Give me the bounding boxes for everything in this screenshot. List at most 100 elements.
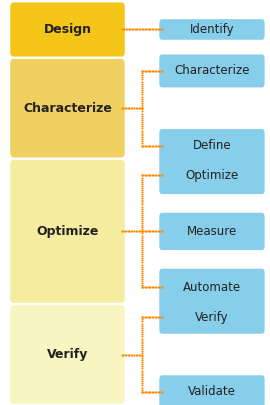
Point xyxy=(140,76,144,83)
Point xyxy=(140,261,144,268)
Point xyxy=(140,348,144,354)
Point xyxy=(145,284,150,290)
Point xyxy=(138,351,142,358)
Point xyxy=(140,83,144,89)
FancyBboxPatch shape xyxy=(159,375,265,405)
Point xyxy=(140,339,144,346)
Point xyxy=(140,344,144,350)
Point xyxy=(140,284,144,290)
Point xyxy=(158,172,163,179)
Point xyxy=(140,245,144,251)
Point xyxy=(144,228,148,234)
Point xyxy=(140,257,144,264)
Point xyxy=(140,350,144,357)
Point xyxy=(151,314,156,320)
Point xyxy=(140,110,144,117)
Point xyxy=(140,386,144,393)
Point xyxy=(140,316,144,323)
Point xyxy=(140,222,144,228)
Point xyxy=(144,26,148,33)
Point xyxy=(140,280,144,286)
FancyBboxPatch shape xyxy=(159,301,265,334)
Point xyxy=(143,388,147,395)
Point xyxy=(140,320,144,327)
Point xyxy=(132,26,137,33)
Point xyxy=(147,314,151,320)
Point xyxy=(145,314,150,320)
Point xyxy=(140,239,144,245)
Point xyxy=(140,325,144,331)
Point xyxy=(143,68,147,74)
Point xyxy=(121,26,125,33)
Point xyxy=(140,226,144,232)
Point xyxy=(151,388,156,395)
Point xyxy=(131,26,135,33)
Point xyxy=(141,314,145,320)
Point xyxy=(158,26,163,33)
Point xyxy=(132,351,136,358)
Point xyxy=(156,388,160,395)
Point xyxy=(158,388,163,395)
Point xyxy=(133,105,138,111)
Point xyxy=(140,185,144,191)
Point xyxy=(143,228,147,234)
Text: Optimize: Optimize xyxy=(185,169,239,182)
Point xyxy=(140,382,144,389)
Point xyxy=(140,121,144,128)
Point xyxy=(145,142,150,149)
Point xyxy=(140,322,144,329)
Point xyxy=(153,388,157,395)
Point xyxy=(140,91,144,98)
Text: Validate: Validate xyxy=(188,385,236,399)
Point xyxy=(158,228,163,234)
Point xyxy=(140,388,144,395)
Point xyxy=(140,241,144,247)
Point xyxy=(134,26,138,33)
Text: Define: Define xyxy=(193,139,231,152)
Point xyxy=(140,253,144,260)
Point xyxy=(148,284,153,290)
Point xyxy=(140,342,144,348)
Point xyxy=(144,388,148,395)
Point xyxy=(145,388,150,395)
Point xyxy=(138,26,143,33)
Point xyxy=(140,68,144,74)
Point xyxy=(140,191,144,197)
Point xyxy=(140,207,144,214)
Point xyxy=(119,351,124,358)
Point xyxy=(148,388,153,395)
Point xyxy=(129,105,133,111)
Point xyxy=(140,70,144,76)
Point xyxy=(156,142,160,149)
Point xyxy=(140,81,144,87)
Point xyxy=(124,228,128,234)
Point xyxy=(140,354,144,361)
Point xyxy=(140,115,144,121)
Point xyxy=(157,284,161,290)
Point xyxy=(153,172,157,179)
Point xyxy=(140,259,144,266)
Point xyxy=(140,209,144,216)
Point xyxy=(150,314,154,320)
Point xyxy=(156,26,160,33)
Point xyxy=(121,105,125,111)
Point xyxy=(150,68,154,74)
Point xyxy=(129,228,133,234)
Point xyxy=(147,142,151,149)
Point xyxy=(160,172,164,179)
Point xyxy=(160,284,164,290)
Point xyxy=(133,228,138,234)
Point xyxy=(140,243,144,249)
Point xyxy=(127,228,131,234)
Point xyxy=(140,179,144,185)
Point xyxy=(141,142,145,149)
Point xyxy=(145,26,150,33)
Point xyxy=(140,98,144,104)
Point xyxy=(140,265,144,272)
Point xyxy=(140,72,144,79)
Point xyxy=(140,123,144,130)
Point xyxy=(140,234,144,241)
FancyBboxPatch shape xyxy=(10,305,125,404)
Point xyxy=(133,351,138,358)
Point xyxy=(140,142,144,149)
